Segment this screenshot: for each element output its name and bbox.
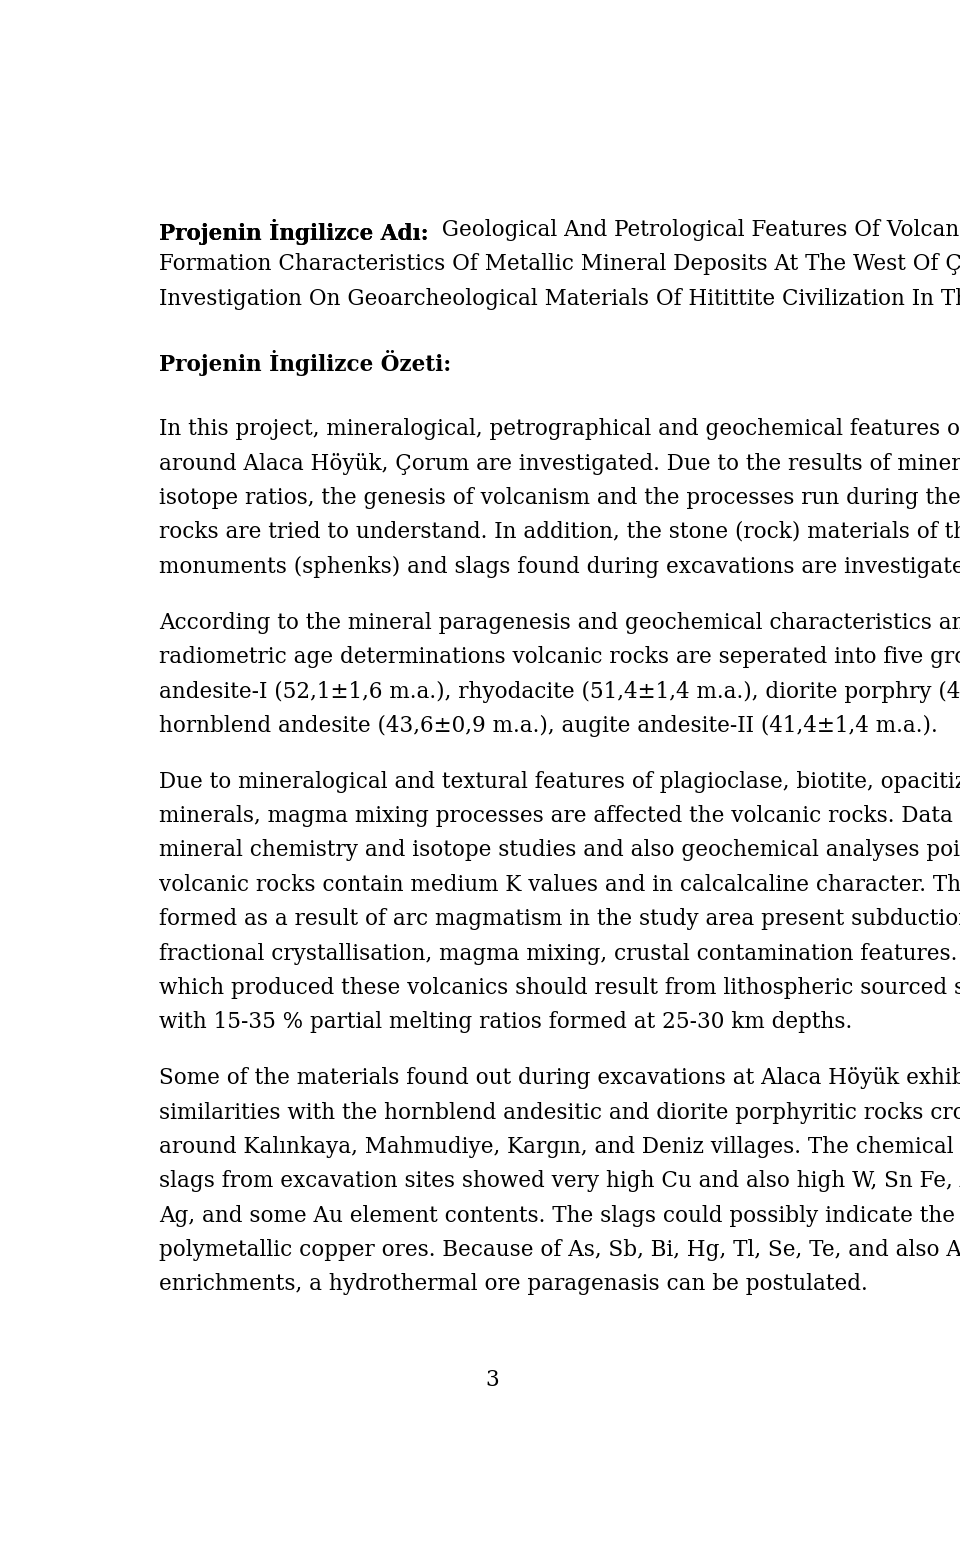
Text: volcanic rocks contain medium K values and in calcalcaline character. The volcan: volcanic rocks contain medium K values a…: [158, 873, 960, 895]
Text: polymetallic copper ores. Because of As, Sb, Bi, Hg, Tl, Se, Te, and also Au and: polymetallic copper ores. Because of As,…: [158, 1239, 960, 1261]
Text: Geological And Petrological Features Of Volcanic Rocks And: Geological And Petrological Features Of …: [428, 219, 960, 241]
Text: similarities with the hornblend andesitic and diorite porphyritic rocks cropping: similarities with the hornblend andesiti…: [158, 1102, 960, 1124]
Text: andesite-I (52,1±1,6 m.a.), rhyodacite (51,4±1,4 m.a.), diorite porphry (46,7±1,: andesite-I (52,1±1,6 m.a.), rhyodacite (…: [158, 681, 960, 703]
Text: with 15-35 % partial melting ratios formed at 25-30 km depths.: with 15-35 % partial melting ratios form…: [158, 1011, 852, 1033]
Text: 3: 3: [485, 1369, 499, 1391]
Text: Due to mineralogical and textural features of plagioclase, biotite, opacitized a: Due to mineralogical and textural featur…: [158, 772, 960, 793]
Text: monuments (sphenks) and slags found during excavations are investigated and eval: monuments (sphenks) and slags found duri…: [158, 556, 960, 577]
Text: slags from excavation sites showed very high Cu and also high W, Sn Fe, As, Sb, : slags from excavation sites showed very …: [158, 1171, 960, 1193]
Text: radiometric age determinations volcanic rocks are seperated into five groups as : radiometric age determinations volcanic …: [158, 646, 960, 668]
Text: Projenin İngilizce Adı:: Projenin İngilizce Adı:: [158, 219, 428, 246]
Text: Investigation On Geoarcheological Materials Of Hitittite Civilization In The Reg: Investigation On Geoarcheological Materi…: [158, 288, 960, 310]
Text: isotope ratios, the genesis of volcanism and the processes run during the format: isotope ratios, the genesis of volcanism…: [158, 487, 960, 509]
Text: rocks are tried to understand. In addition, the stone (rock) materials of the bu: rocks are tried to understand. In additi…: [158, 521, 960, 543]
Text: Projenin İngilizce Adı:: Projenin İngilizce Adı:: [158, 219, 428, 246]
Text: formed as a result of arc magmatism in the study area present subduction related: formed as a result of arc magmatism in t…: [158, 908, 960, 930]
Text: minerals, magma mixing processes are affected the volcanic rocks. Data collected: minerals, magma mixing processes are aff…: [158, 804, 960, 828]
Text: Some of the materials found out during excavations at Alaca Höyük exhibit import: Some of the materials found out during e…: [158, 1067, 960, 1089]
Text: mineral chemistry and isotope studies and also geochemical analyses point out th: mineral chemistry and isotope studies an…: [158, 839, 960, 861]
Text: fractional crystallisation, magma mixing, crustal contamination features. The ma: fractional crystallisation, magma mixing…: [158, 942, 960, 964]
Text: According to the mineral paragenesis and geochemical characteristics and dependi: According to the mineral paragenesis and…: [158, 612, 960, 634]
Text: Formation Characteristics Of Metallic Mineral Deposits At The West Of Çorum And: Formation Characteristics Of Metallic Mi…: [158, 254, 960, 275]
Text: hornblend andesite (43,6±0,9 m.a.), augite andesite-II (41,4±1,4 m.a.).: hornblend andesite (43,6±0,9 m.a.), augi…: [158, 715, 937, 737]
Text: around Kalınkaya, Mahmudiye, Kargın, and Deniz villages. The chemical analyses o: around Kalınkaya, Mahmudiye, Kargın, and…: [158, 1136, 960, 1158]
Text: In this project, mineralogical, petrographical and geochemical features of volca: In this project, mineralogical, petrogra…: [158, 418, 960, 440]
Text: Ag, and some Au element contents. The slags could possibly indicate the relicts : Ag, and some Au element contents. The sl…: [158, 1205, 960, 1227]
Text: around Alaca Höyük, Çorum are investigated. Due to the results of mineral chemis: around Alaca Höyük, Çorum are investigat…: [158, 452, 960, 474]
Text: which produced these volcanics should result from lithospheric sourced spinel lh: which produced these volcanics should re…: [158, 977, 960, 998]
Text: enrichments, a hydrothermal ore paragenasis can be postulated.: enrichments, a hydrothermal ore paragena…: [158, 1274, 868, 1296]
Text: Projenin İngilizce Özeti:: Projenin İngilizce Özeti:: [158, 349, 451, 376]
